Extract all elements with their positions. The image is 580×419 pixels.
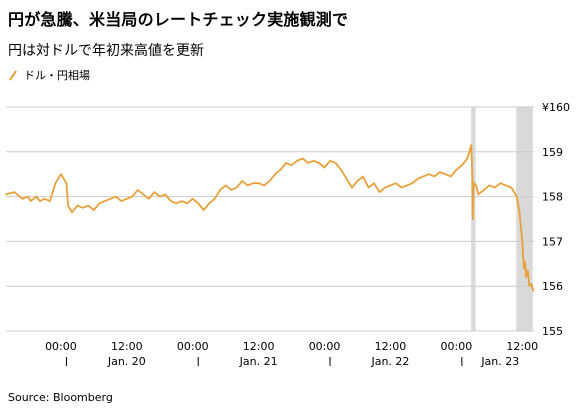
series-layer	[5, 144, 535, 292]
shaded-regions	[471, 107, 533, 331]
y-tick-label: 156	[542, 280, 563, 293]
y-axis: 155 156 157 158 159 ¥160	[542, 101, 570, 338]
legend-label: ドル・円相場	[24, 69, 90, 82]
x-tick-time-label: 00:00	[177, 340, 209, 353]
legend: ドル・円相場	[8, 67, 90, 83]
y-tick-label: 158	[542, 191, 563, 204]
x-tick-time-label: 12:00	[243, 340, 275, 353]
gridlines	[6, 106, 534, 332]
x-tick-date-label: Jan. 21	[239, 355, 278, 368]
x-tick-date-label: Jan. 20	[107, 355, 146, 368]
x-tick-time-label: 12:00	[375, 340, 407, 353]
x-tick-time-label: 12:00	[506, 340, 538, 353]
series-line-usdjpy	[5, 144, 535, 292]
x-axis: 00:00 12:00 00:00 12:00 00:00 12:00 00:00 12:00…	[45, 340, 538, 368]
x-tick-time-label: 12:00	[111, 340, 143, 353]
y-tick-label: ¥160	[542, 101, 570, 114]
y-tick-label: 157	[542, 235, 563, 248]
y-tick-label: 155	[542, 325, 563, 338]
x-tick-date-label: Jan. 22	[370, 355, 409, 368]
x-tick-time-label: 00:00	[441, 340, 473, 353]
source-note: Source: Bloomberg	[8, 391, 113, 404]
x-tick-time-label: 00:00	[45, 340, 77, 353]
chart-title: 円が急騰、米当局のレートチェック実施観測で	[8, 10, 349, 29]
chart-subtitle: 円は対ドルで年初来高値を更新	[8, 43, 204, 59]
x-tick-time-label: 00:00	[309, 340, 341, 353]
shaded-region-1	[516, 107, 533, 331]
x-tick-date-label: Jan. 23	[480, 355, 519, 368]
y-tick-label: 159	[542, 146, 563, 159]
